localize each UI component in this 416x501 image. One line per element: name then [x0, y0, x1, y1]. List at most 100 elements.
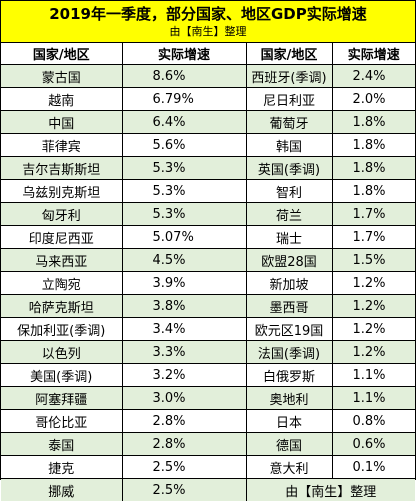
rate-cell: 2.8%: [122, 433, 246, 456]
country-cell: 白俄罗斯: [246, 364, 332, 387]
country-cell: 立陶宛: [1, 272, 122, 295]
gdp-growth-table-card: 2019年一季度，部分国家、地区GDP实际增速 由【南生】整理 国家/地区 实际…: [0, 0, 416, 480]
country-cell: 法国(季调): [246, 341, 332, 364]
country-cell: 吉尔吉斯斯坦: [1, 157, 122, 180]
rate-cell: 2.4%: [332, 65, 415, 88]
column-header-country-1: 国家/地区: [1, 43, 122, 65]
rate-cell: 1.2%: [332, 295, 415, 318]
country-cell: 日本: [246, 410, 332, 433]
country-cell: 以色列: [1, 341, 122, 364]
country-cell: 西班牙(季调): [246, 65, 332, 88]
country-cell: 德国: [246, 433, 332, 456]
rate-cell: 3.8%: [122, 295, 246, 318]
rate-cell: 1.8%: [332, 111, 415, 134]
country-cell: 乌兹别克斯坦: [1, 180, 122, 203]
country-cell: 哈萨克斯坦: [1, 295, 122, 318]
country-cell: 荷兰: [246, 203, 332, 226]
rate-cell: 1.7%: [332, 226, 415, 249]
source-note: 由【南生】整理: [246, 479, 415, 501]
rate-cell: 1.7%: [332, 203, 415, 226]
country-cell: 英国(季调): [246, 157, 332, 180]
column-header-row: 国家/地区 实际增速 国家/地区 实际增速: [1, 43, 415, 65]
country-cell: 马来西亚: [1, 249, 122, 272]
country-cell: 挪威: [1, 479, 122, 501]
rate-cell: 3.4%: [122, 318, 246, 341]
rate-cell: 3.3%: [122, 341, 246, 364]
country-cell: 意大利: [246, 456, 332, 479]
country-cell: 葡萄牙: [246, 111, 332, 134]
rate-cell: 0.1%: [332, 456, 415, 479]
table-subtitle: 由【南生】整理: [170, 25, 247, 39]
country-cell: 瑞士: [246, 226, 332, 249]
country-cell: 欧盟28国: [246, 249, 332, 272]
rate-cell: 6.4%: [122, 111, 246, 134]
column-header-rate-2: 实际增速: [332, 43, 415, 65]
rate-cell: 1.2%: [332, 341, 415, 364]
country-cell: 新加坡: [246, 272, 332, 295]
country-cell: 美国(季调): [1, 364, 122, 387]
rate-cell: 1.8%: [332, 134, 415, 157]
rate-cell: 3.2%: [122, 364, 246, 387]
rate-cell: 4.5%: [122, 249, 246, 272]
rate-cell: 3.0%: [122, 387, 246, 410]
rate-cell: 8.6%: [122, 65, 246, 88]
country-cell: 墨西哥: [246, 295, 332, 318]
country-cell: 阿塞拜疆: [1, 387, 122, 410]
rate-cell: 5.07%: [122, 226, 246, 249]
country-cell: 匈牙利: [1, 203, 122, 226]
rate-cell: 5.3%: [122, 203, 246, 226]
country-cell: 越南: [1, 88, 122, 111]
country-cell: 哥伦比亚: [1, 410, 122, 433]
rate-cell: 2.0%: [332, 88, 415, 111]
country-cell: 智利: [246, 180, 332, 203]
rate-cell: 1.5%: [332, 249, 415, 272]
rate-cell: 1.2%: [332, 272, 415, 295]
rate-cell: 5.3%: [122, 157, 246, 180]
rate-cell: 0.6%: [332, 433, 415, 456]
rate-cell: 6.79%: [122, 88, 246, 111]
column-header-rate-1: 实际增速: [122, 43, 246, 65]
country-cell: 捷克: [1, 456, 122, 479]
country-cell: 蒙古国: [1, 65, 122, 88]
rate-cell: 1.1%: [332, 364, 415, 387]
table-title: 2019年一季度，部分国家、地区GDP实际增速: [49, 5, 367, 23]
rate-cell: 5.3%: [122, 180, 246, 203]
rate-cell: 1.8%: [332, 157, 415, 180]
country-cell: 泰国: [1, 433, 122, 456]
country-cell: 奥地利: [246, 387, 332, 410]
rate-cell: 5.6%: [122, 134, 246, 157]
country-cell: 印度尼西亚: [1, 226, 122, 249]
country-cell: 尼日利亚: [246, 88, 332, 111]
rate-cell: 2.5%: [122, 479, 246, 501]
rate-cell: 2.5%: [122, 456, 246, 479]
rate-cell: 3.9%: [122, 272, 246, 295]
rate-cell: 0.8%: [332, 410, 415, 433]
column-header-country-2: 国家/地区: [246, 43, 332, 65]
rate-cell: 1.1%: [332, 387, 415, 410]
table-header-banner: 2019年一季度，部分国家、地区GDP实际增速 由【南生】整理: [1, 1, 415, 43]
country-cell: 保加利亚(季调): [1, 318, 122, 341]
rate-cell: 2.8%: [122, 410, 246, 433]
country-cell: 欧元区19国: [246, 318, 332, 341]
rate-cell: 1.8%: [332, 180, 415, 203]
